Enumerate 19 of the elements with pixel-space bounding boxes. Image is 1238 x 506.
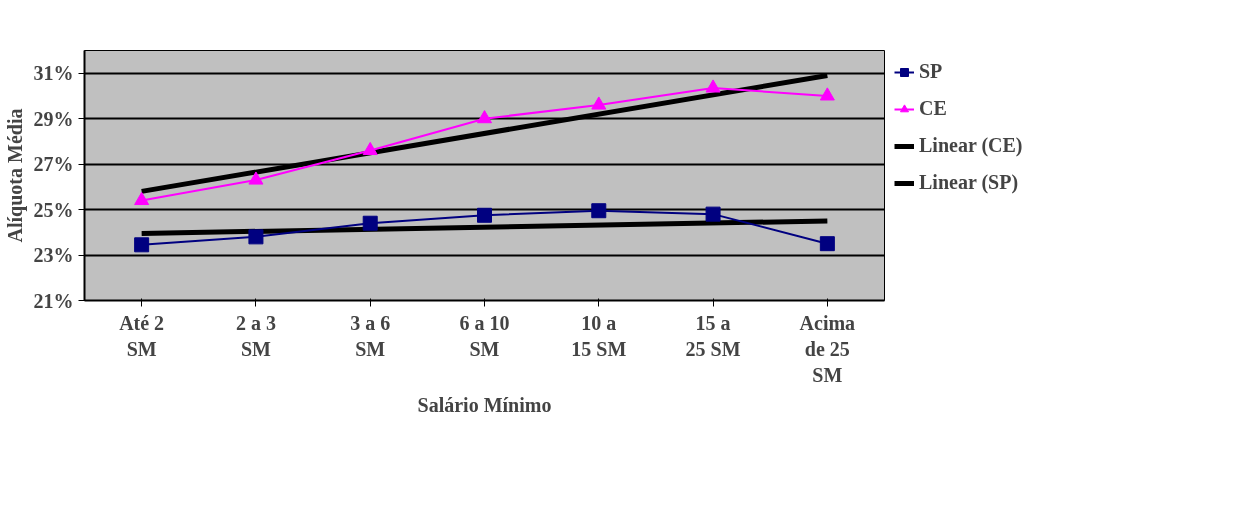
x-tick-label: 2 a 3 SM <box>235 311 276 360</box>
y-tick-label: 21% <box>33 289 74 312</box>
legend-label: SP <box>919 60 943 83</box>
y-tick-label: 25% <box>33 198 74 221</box>
legend-label: Linear (CE) <box>919 134 1023 157</box>
y-tick-label: 23% <box>33 244 74 267</box>
y-tick-label: 27% <box>33 153 74 176</box>
x-tick-label: 10 a 15 SM <box>571 311 627 360</box>
y-axis-title: Alíquota Média <box>3 108 27 243</box>
x-tick-label: 3 a 6 SM <box>350 311 391 360</box>
x-tick-label: Até 2 SM <box>119 311 165 360</box>
x-tick-label: 15 a 25 SM <box>685 311 741 360</box>
y-tick-label: 29% <box>33 107 74 130</box>
x-axis-title: Salário Mínimo <box>417 394 552 417</box>
y-tick-label: 31% <box>33 62 74 85</box>
x-tick-label: Acima de 25 SM <box>799 311 856 387</box>
x-tick-label: 6 a 10 SM <box>459 311 510 360</box>
legend-label: Linear (SP) <box>919 171 1019 194</box>
legend-label: CE <box>919 97 947 120</box>
